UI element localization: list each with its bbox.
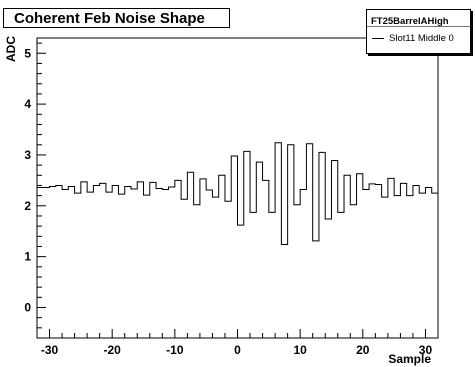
chart-title-box: Coherent Feb Noise Shape (3, 8, 230, 28)
chart-title: Coherent Feb Noise Shape (14, 10, 205, 27)
legend-box: FT25BarrelAHigh Slot11 Middle 0 (366, 9, 471, 54)
tick-labels: -30 -20 -10 0 10 20 30 0 1 2 3 4 5 (24, 46, 432, 357)
y-axis-label: ADC (4, 36, 18, 62)
data-series-line (37, 142, 438, 245)
y-tick-label: 4 (24, 97, 31, 111)
x-tick-label: -10 (166, 343, 184, 357)
x-tick-label: 30 (419, 343, 433, 357)
y-tick-label: 5 (24, 46, 31, 60)
y-tick-label: 0 (24, 300, 31, 314)
y-tick-label: 1 (24, 250, 31, 264)
x-tick-label: -20 (104, 343, 122, 357)
legend-entry-label: Slot11 Middle 0 (389, 33, 454, 44)
legend-line-swatch (372, 38, 384, 39)
legend-header: FT25BarrelAHigh (367, 10, 470, 27)
axis-ticks (36, 42, 439, 338)
legend-entry: Slot11 Middle 0 (367, 27, 470, 49)
x-tick-label: 0 (234, 343, 241, 357)
x-tick-label: 10 (293, 343, 307, 357)
y-tick-label: 2 (24, 199, 31, 213)
x-axis-label: Sample (388, 352, 431, 366)
x-tick-label: -30 (41, 343, 59, 357)
x-tick-label: 20 (356, 343, 370, 357)
y-tick-label: 3 (24, 148, 31, 162)
